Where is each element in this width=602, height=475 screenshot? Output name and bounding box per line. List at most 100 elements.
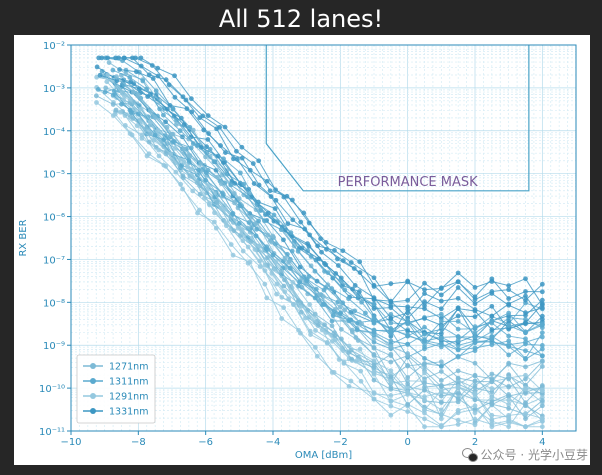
data-point <box>422 380 427 386</box>
data-point <box>329 323 335 329</box>
data-point <box>422 344 427 349</box>
data-point <box>422 370 427 376</box>
data-point <box>228 242 234 247</box>
data-point <box>272 266 278 272</box>
data-point <box>422 410 427 416</box>
data-point <box>438 324 444 330</box>
data-point <box>253 233 259 239</box>
data-point <box>156 147 162 153</box>
data-point <box>215 174 220 180</box>
legend-box <box>76 354 156 424</box>
curve-line <box>119 111 543 420</box>
y-axis-ticks: 10⁻¹¹ 10⁻¹⁰ 10⁻⁹ 10⁻⁸ 10⁻⁷ 10⁻⁶ 10⁻⁵ 10⁻⁴ 10⁻³ 10… <box>39 41 71 438</box>
data-point <box>290 217 296 223</box>
data-point <box>232 200 237 206</box>
legend-label: 1331nm <box>109 407 148 418</box>
data-point <box>150 76 156 81</box>
data-point <box>113 107 119 113</box>
data-point <box>359 321 364 327</box>
data-point <box>127 75 133 80</box>
data-point <box>330 313 336 319</box>
data-point <box>220 190 225 196</box>
ber-curve <box>112 111 545 430</box>
data-point <box>117 109 123 115</box>
data-point <box>166 82 172 88</box>
data-point <box>163 77 169 83</box>
data-point <box>358 368 364 374</box>
data-point <box>472 391 478 396</box>
data-point <box>99 68 105 74</box>
data-point <box>254 226 260 232</box>
data-point <box>131 81 137 87</box>
data-point <box>202 195 207 201</box>
data-point <box>155 127 161 133</box>
data-point <box>298 330 303 336</box>
data-point <box>539 416 545 421</box>
data-point <box>506 418 512 424</box>
data-point <box>251 181 257 186</box>
data-point <box>105 72 111 78</box>
data-point <box>422 316 427 321</box>
data-point <box>346 296 351 302</box>
data-point <box>405 402 411 407</box>
legend-marker <box>90 393 96 399</box>
data-point <box>167 103 173 108</box>
data-point <box>438 318 444 324</box>
data-point <box>323 240 329 245</box>
data-point <box>489 279 495 284</box>
data-point <box>455 353 461 359</box>
data-point <box>455 385 461 391</box>
data-point <box>168 151 174 157</box>
data-point <box>222 124 228 130</box>
data-point <box>539 353 545 359</box>
data-point <box>523 320 528 326</box>
data-point <box>539 281 545 287</box>
data-point <box>252 247 258 252</box>
data-point <box>489 401 495 407</box>
data-point <box>455 318 461 324</box>
data-point <box>472 397 478 403</box>
data-point <box>338 326 344 332</box>
data-point <box>438 363 444 369</box>
data-point <box>110 102 116 107</box>
data-point <box>279 316 285 321</box>
data-point <box>388 385 394 390</box>
data-point <box>245 225 251 231</box>
data-point <box>257 264 263 269</box>
data-point <box>371 377 377 383</box>
data-point <box>506 360 512 366</box>
data-point <box>523 289 528 294</box>
ber-curve <box>97 72 545 332</box>
data-point <box>121 77 127 83</box>
data-point <box>172 94 178 100</box>
data-point <box>236 196 242 201</box>
data-point <box>206 131 211 136</box>
y-axis-label: RX BER <box>18 219 29 256</box>
data-point <box>270 233 276 239</box>
data-point <box>221 156 226 162</box>
curve-line <box>115 109 543 416</box>
data-point <box>506 405 512 411</box>
data-point <box>472 301 478 307</box>
data-point <box>245 194 250 200</box>
data-point <box>172 146 178 151</box>
data-point <box>217 124 223 130</box>
data-point <box>200 113 206 119</box>
data-point <box>506 326 512 332</box>
data-point <box>455 313 461 319</box>
data-point <box>230 252 236 258</box>
data-point <box>472 348 478 354</box>
data-point <box>332 248 337 253</box>
data-point <box>240 248 246 254</box>
x-tick-label: −2 <box>333 437 348 448</box>
data-point <box>134 123 140 129</box>
legend-marker <box>90 408 96 414</box>
data-point <box>346 383 352 389</box>
data-point <box>318 236 324 242</box>
data-point <box>388 351 394 357</box>
data-point <box>325 270 331 276</box>
data-point <box>281 305 287 311</box>
data-point <box>117 67 122 72</box>
data-point <box>139 132 145 138</box>
data-point <box>203 177 209 183</box>
